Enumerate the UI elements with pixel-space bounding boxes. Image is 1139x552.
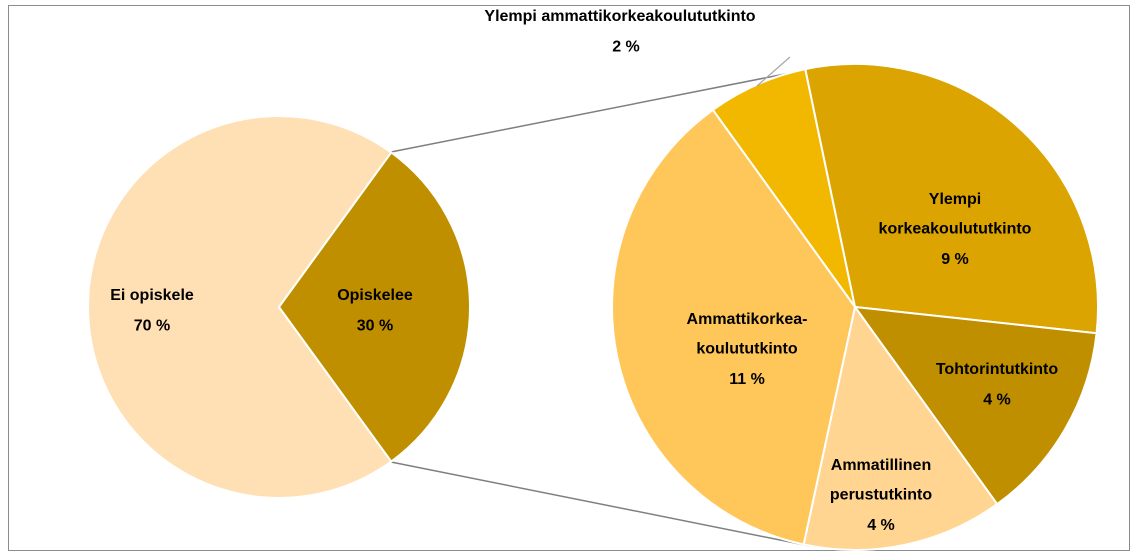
connector-line [390,461,811,547]
slice-label: Ylempi ammattikorkeakoulututkinto [484,8,755,25]
value-label: 70 % [134,318,170,335]
slice-label: korkeakoulututkinto [879,221,1032,238]
connector-line [390,69,806,153]
value-label: 9 % [941,251,969,268]
leader-line [756,56,791,87]
slice-label: Ylempi [929,191,981,208]
slice-label: koulututkinto [696,341,798,358]
pie-slice [804,63,1099,335]
value-label: 4 % [867,517,895,534]
slice-label: perustutkinto [830,487,932,504]
pie-slice [277,151,471,463]
pie-slice [852,305,1098,506]
value-label: 2 % [612,39,640,56]
pie-slice [87,115,393,499]
slice-label: Ammatillinen [831,457,931,474]
slice-label: Opiskelee [337,287,413,304]
value-label: 30 % [357,318,393,335]
pie-slice [802,304,999,551]
slice-label: Ei opiskele [110,287,194,304]
pie-slice [611,108,857,546]
value-label: 4 % [983,392,1011,409]
value-label: 11 % [729,371,765,388]
slice-label: Ammattikorkea- [687,311,808,328]
slice-label: Tohtorintutkinto [936,361,1059,378]
